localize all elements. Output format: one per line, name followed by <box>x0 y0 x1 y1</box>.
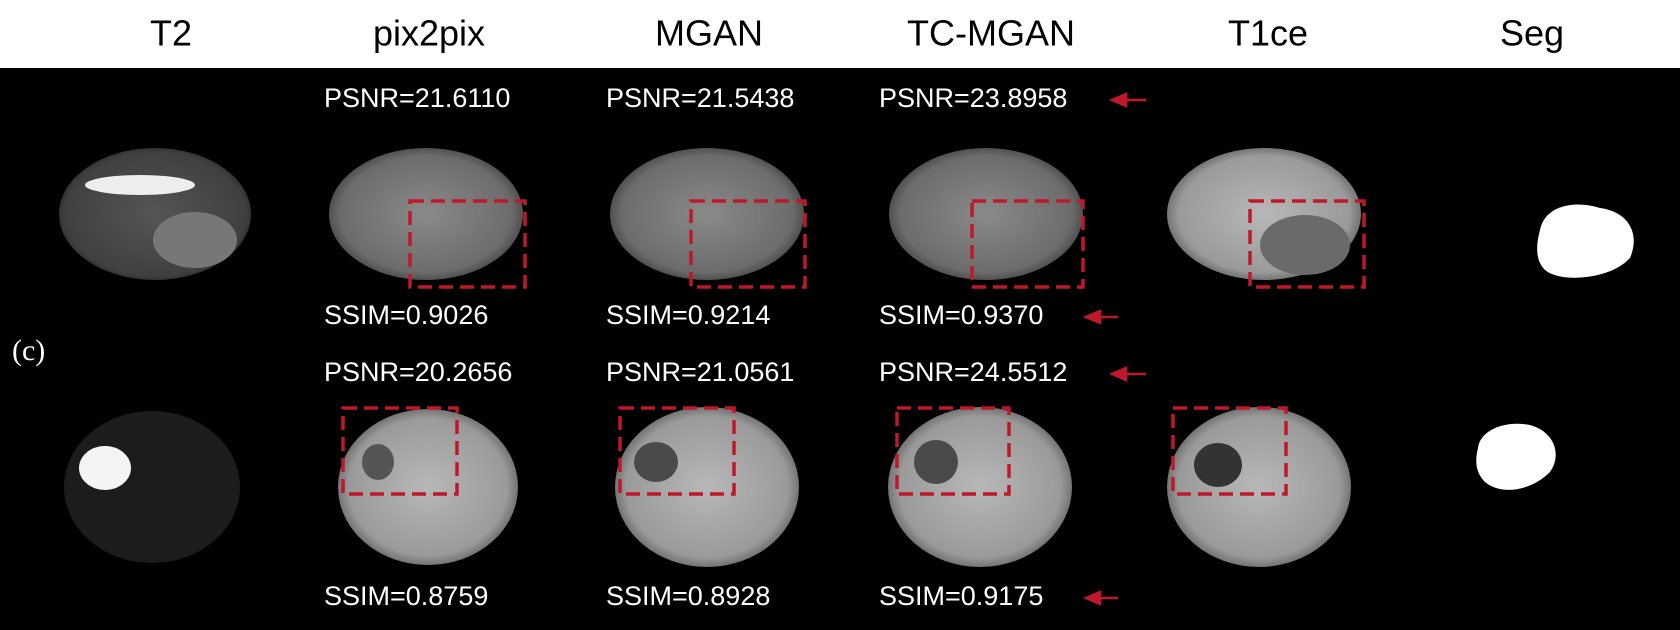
ssim-label: SSIM=0.9370 <box>879 300 1043 330</box>
ssim-label: SSIM=0.8759 <box>324 581 488 611</box>
brain-image <box>64 411 240 563</box>
brain-image <box>1167 407 1351 567</box>
column-header: T2 <box>150 13 192 54</box>
brain-image <box>889 148 1083 280</box>
column-header: pix2pix <box>373 13 485 54</box>
psnr-label: PSNR=20.2656 <box>324 357 512 387</box>
brain-feature <box>79 446 131 490</box>
metrics: PSNR=21.6110 PSNR=21.5438 PSNR=23.8958 S… <box>12 83 1067 611</box>
zoom-box <box>408 199 527 289</box>
panel-label: (c) <box>12 334 45 367</box>
brain-image <box>888 407 1072 567</box>
zoom-box <box>618 406 736 496</box>
arrow-head <box>1082 309 1102 325</box>
brain-feature <box>153 212 237 268</box>
brain-image <box>610 148 804 280</box>
psnr-label: PSNR=21.0561 <box>606 357 794 387</box>
brain-image <box>615 407 799 567</box>
brain-feature <box>1194 443 1242 487</box>
brain-image <box>329 148 523 280</box>
segmentation-mask <box>1476 423 1556 490</box>
brain-image <box>338 409 518 565</box>
zoom-box <box>895 406 1011 496</box>
brain-feature <box>1260 215 1350 275</box>
row-2-images <box>64 406 1556 567</box>
column-header: MGAN <box>655 13 763 54</box>
ssim-label: SSIM=0.9175 <box>879 581 1043 611</box>
zoom-box <box>970 199 1085 289</box>
arrows <box>1082 92 1146 606</box>
psnr-label: PSNR=21.6110 <box>324 83 510 113</box>
zoom-box <box>1171 406 1288 496</box>
psnr-label: PSNR=24.5512 <box>879 357 1067 387</box>
brain-feature <box>914 440 958 484</box>
zoom-box <box>1248 199 1366 289</box>
arrow-head <box>1108 366 1128 382</box>
zoom-box <box>689 199 807 289</box>
brain-feature <box>634 442 678 482</box>
row-1-images <box>59 148 1634 289</box>
brain-feature <box>85 175 195 195</box>
psnr-label: PSNR=23.8958 <box>879 83 1067 113</box>
ssim-label: SSIM=0.8928 <box>606 581 770 611</box>
panel-background <box>0 68 1680 630</box>
arrow-head <box>1108 92 1128 108</box>
column-header: TC-MGAN <box>907 13 1075 54</box>
brain-feature <box>362 444 394 480</box>
segmentation-mask <box>1537 204 1634 278</box>
zoom-box <box>341 406 459 496</box>
ssim-label: SSIM=0.9214 <box>606 300 770 330</box>
column-header: T1ce <box>1228 13 1308 54</box>
column-header: Seg <box>1500 13 1564 54</box>
ssim-label: SSIM=0.9026 <box>324 300 488 330</box>
psnr-label: PSNR=21.5438 <box>606 83 794 113</box>
headers: T2 pix2pix MGAN TC-MGAN T1ce Seg <box>150 13 1564 54</box>
arrow-head <box>1082 590 1102 606</box>
